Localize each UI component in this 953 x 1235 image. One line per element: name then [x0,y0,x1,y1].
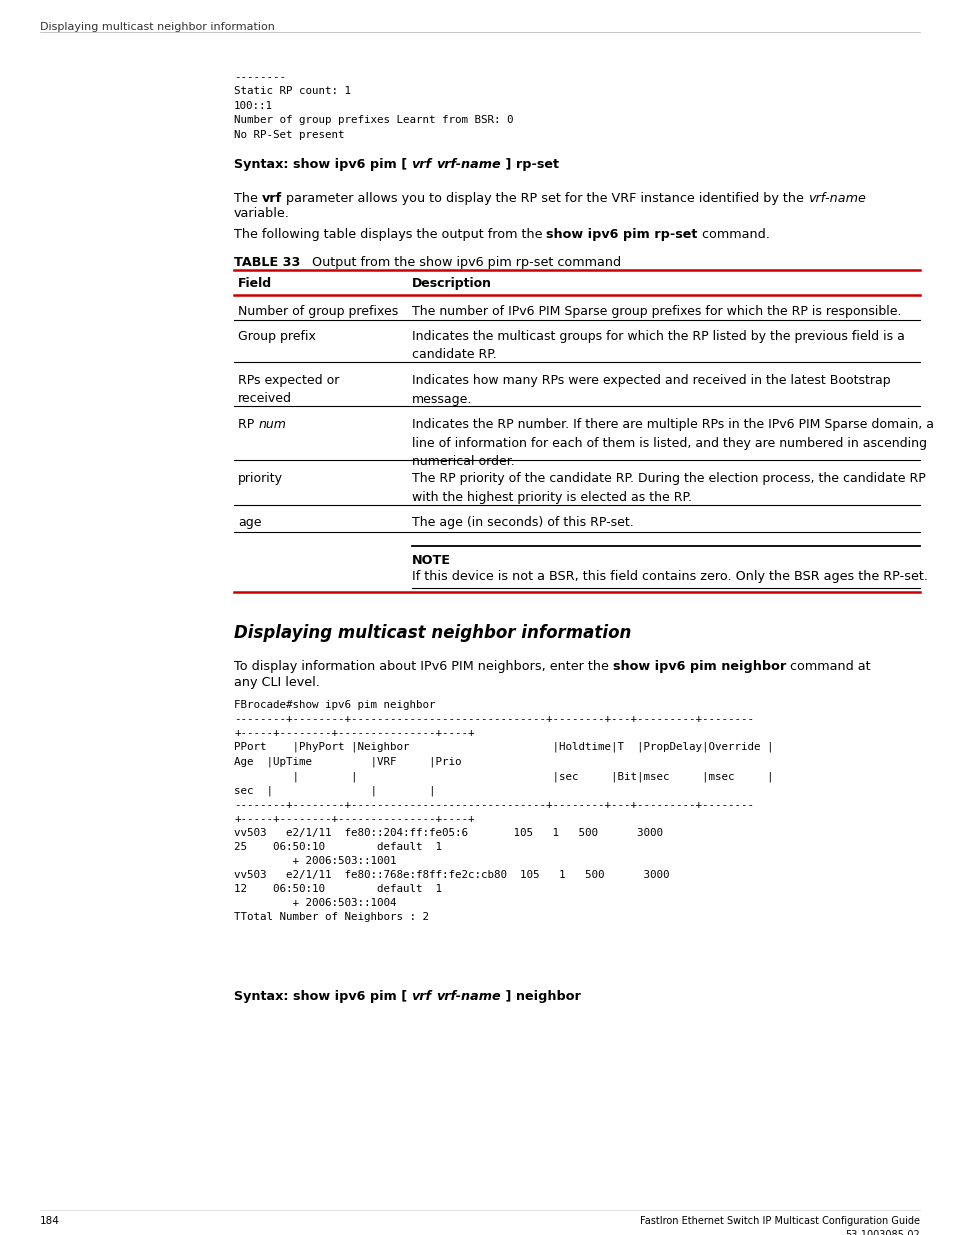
Text: Number of group prefixes: Number of group prefixes [237,305,397,317]
Text: command at: command at [785,659,870,673]
Text: Syntax: show ipv6 pim [: Syntax: show ipv6 pim [ [233,990,411,1003]
Text: vrf-name: vrf-name [436,990,500,1003]
Text: NOTE: NOTE [412,555,451,567]
Text: FastIron Ethernet Switch IP Multicast Configuration Guide
53-1003085-02: FastIron Ethernet Switch IP Multicast Co… [639,1216,919,1235]
Text: To display information about IPv6 PIM neighbors, enter the: To display information about IPv6 PIM ne… [233,659,612,673]
Text: Group prefix: Group prefix [237,330,315,343]
Text: vrf: vrf [262,191,282,205]
Text: If this device is not a BSR, this field contains zero. Only the BSR ages the RP-: If this device is not a BSR, this field … [412,571,927,583]
Text: TABLE 33: TABLE 33 [233,256,300,269]
Text: vrf: vrf [411,158,431,170]
Text: The: The [233,191,262,205]
Text: any CLI level.: any CLI level. [233,676,319,689]
Text: 184: 184 [40,1216,60,1226]
Text: priority: priority [237,472,283,485]
Text: The number of IPv6 PIM Sparse group prefixes for which the RP is responsible.: The number of IPv6 PIM Sparse group pref… [412,305,901,317]
Text: The following table displays the output from the: The following table displays the output … [233,228,546,241]
Text: variable.: variable. [233,207,290,220]
Text: vrf: vrf [411,990,431,1003]
Text: --------
Static RP count: 1
100::1
Number of group prefixes Learnt from BSR: 0
N: -------- Static RP count: 1 100::1 Numbe… [233,72,513,140]
Text: vrf-name: vrf-name [807,191,865,205]
Text: command.: command. [698,228,769,241]
Text: RPs expected or
received: RPs expected or received [237,374,339,405]
Text: Syntax: show ipv6 pim [: Syntax: show ipv6 pim [ [233,158,411,170]
Text: ] neighbor: ] neighbor [500,990,580,1003]
Text: Field: Field [237,277,272,290]
Text: ] rp-set: ] rp-set [500,158,558,170]
Text: num: num [258,417,286,431]
Text: age: age [237,516,261,529]
Text: show ipv6 pim neighbor: show ipv6 pim neighbor [612,659,785,673]
Text: Indicates how many RPs were expected and received in the latest Bootstrap
messag: Indicates how many RPs were expected and… [412,374,890,405]
Text: FBrocade#show ipv6 pim neighbor
--------+--------+------------------------------: FBrocade#show ipv6 pim neighbor --------… [233,700,773,923]
Text: show ipv6 pim rp-set: show ipv6 pim rp-set [546,228,698,241]
Text: Displaying multicast neighbor information: Displaying multicast neighbor informatio… [40,22,274,32]
Text: parameter allows you to display the RP set for the VRF instance identified by th: parameter allows you to display the RP s… [282,191,807,205]
Text: Displaying multicast neighbor information: Displaying multicast neighbor informatio… [233,624,631,642]
Text: Indicates the multicast groups for which the RP listed by the previous field is : Indicates the multicast groups for which… [412,330,904,362]
Text: The age (in seconds) of this RP-set.: The age (in seconds) of this RP-set. [412,516,633,529]
Text: Description: Description [412,277,492,290]
Text: RP: RP [237,417,258,431]
Text: The RP priority of the candidate RP. During the election process, the candidate : The RP priority of the candidate RP. Dur… [412,472,924,504]
Text: Output from the show ipv6 pim rp-set command: Output from the show ipv6 pim rp-set com… [300,256,620,269]
Text: Indicates the RP number. If there are multiple RPs in the IPv6 PIM Sparse domain: Indicates the RP number. If there are mu… [412,417,933,468]
Text: vrf-name: vrf-name [436,158,500,170]
